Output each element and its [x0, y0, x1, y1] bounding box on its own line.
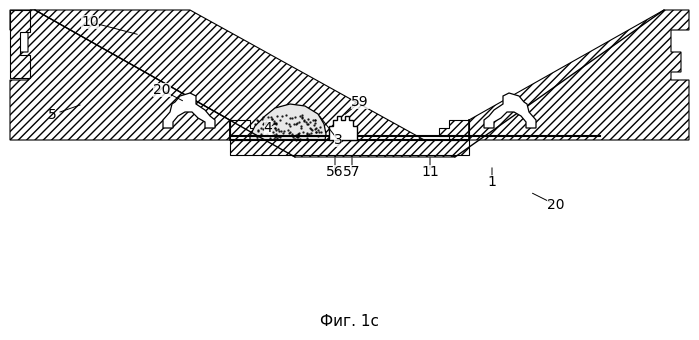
Polygon shape: [30, 10, 455, 157]
Polygon shape: [329, 116, 357, 140]
Text: 4: 4: [264, 121, 273, 135]
Polygon shape: [10, 10, 30, 78]
Text: 11: 11: [421, 165, 439, 179]
Polygon shape: [469, 10, 689, 140]
Polygon shape: [230, 140, 469, 155]
Text: 57: 57: [343, 165, 361, 179]
Polygon shape: [484, 93, 536, 128]
Polygon shape: [230, 120, 260, 140]
Polygon shape: [163, 93, 215, 128]
Text: 56: 56: [326, 165, 344, 179]
Text: 20: 20: [547, 198, 565, 212]
Polygon shape: [439, 120, 469, 140]
Polygon shape: [10, 10, 230, 140]
Text: 10: 10: [81, 15, 99, 29]
Text: Фиг. 1c: Фиг. 1c: [321, 314, 380, 329]
Text: 5: 5: [48, 108, 57, 122]
Text: 59: 59: [351, 95, 369, 109]
Text: 3: 3: [333, 133, 343, 147]
Text: 20: 20: [153, 83, 171, 97]
Polygon shape: [250, 104, 326, 140]
Text: 1: 1: [488, 175, 496, 189]
